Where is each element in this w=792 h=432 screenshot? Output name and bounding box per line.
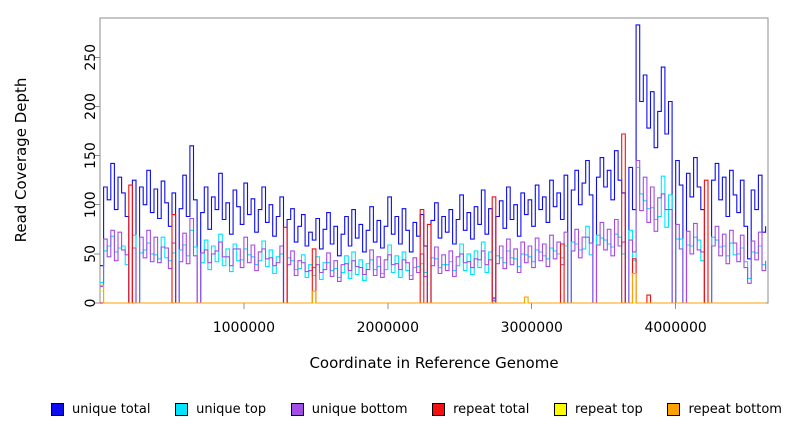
unique-top-swatch-icon <box>175 402 189 416</box>
legend-label: unique total <box>72 401 151 417</box>
x-tick-label: 1000000 <box>213 320 275 336</box>
legend: unique total unique top unique bottom re… <box>0 397 792 421</box>
x-axis-title: Coordinate in Reference Genome <box>309 354 558 372</box>
legend-item-repeat-total: repeat total <box>432 401 530 417</box>
y-tick-label: 150 <box>83 142 99 169</box>
legend-label: repeat top <box>575 401 643 417</box>
x-tick-label: 2000000 <box>357 320 419 336</box>
y-tick-label: 200 <box>83 93 99 120</box>
y-tick-label: 50 <box>83 245 99 263</box>
legend-item-unique-bottom: unique bottom <box>290 401 408 417</box>
legend-label: unique top <box>196 401 267 417</box>
unique-total-swatch-icon <box>51 402 64 416</box>
legend-item-unique-top: unique top <box>175 401 267 417</box>
y-tick-label: 0 <box>83 299 99 308</box>
legend-item-repeat-top: repeat top <box>554 401 643 417</box>
coverage-plot: Read Coverage Depth Coordinate in Refere… <box>12 17 769 372</box>
legend-label: repeat total <box>453 401 530 417</box>
legend-item-unique-total: unique total <box>51 401 151 417</box>
legend-item-repeat-bottom: repeat bottom <box>667 401 782 417</box>
repeat-total-swatch-icon <box>432 402 446 416</box>
x-tick-label: 4000000 <box>644 320 706 336</box>
series-line-repeat-top <box>100 290 766 304</box>
x-tick-label: 3000000 <box>501 320 563 336</box>
series-line-unique-bottom <box>100 159 767 304</box>
legend-label: repeat bottom <box>688 401 782 417</box>
series-line-repeat-bottom <box>100 272 766 304</box>
y-tick-label: 250 <box>83 44 99 71</box>
series-line-repeat-total <box>100 133 766 304</box>
y-axis-title: Read Coverage Depth <box>12 78 30 243</box>
series-line-unique-total <box>100 24 767 304</box>
legend-label: unique bottom <box>311 401 408 417</box>
repeat-top-swatch-icon <box>554 402 567 416</box>
y-tick-label: 100 <box>83 191 99 218</box>
repeat-bottom-swatch-icon <box>667 402 681 416</box>
series-line-unique-top <box>100 166 767 304</box>
unique-bottom-swatch-icon <box>290 402 304 416</box>
